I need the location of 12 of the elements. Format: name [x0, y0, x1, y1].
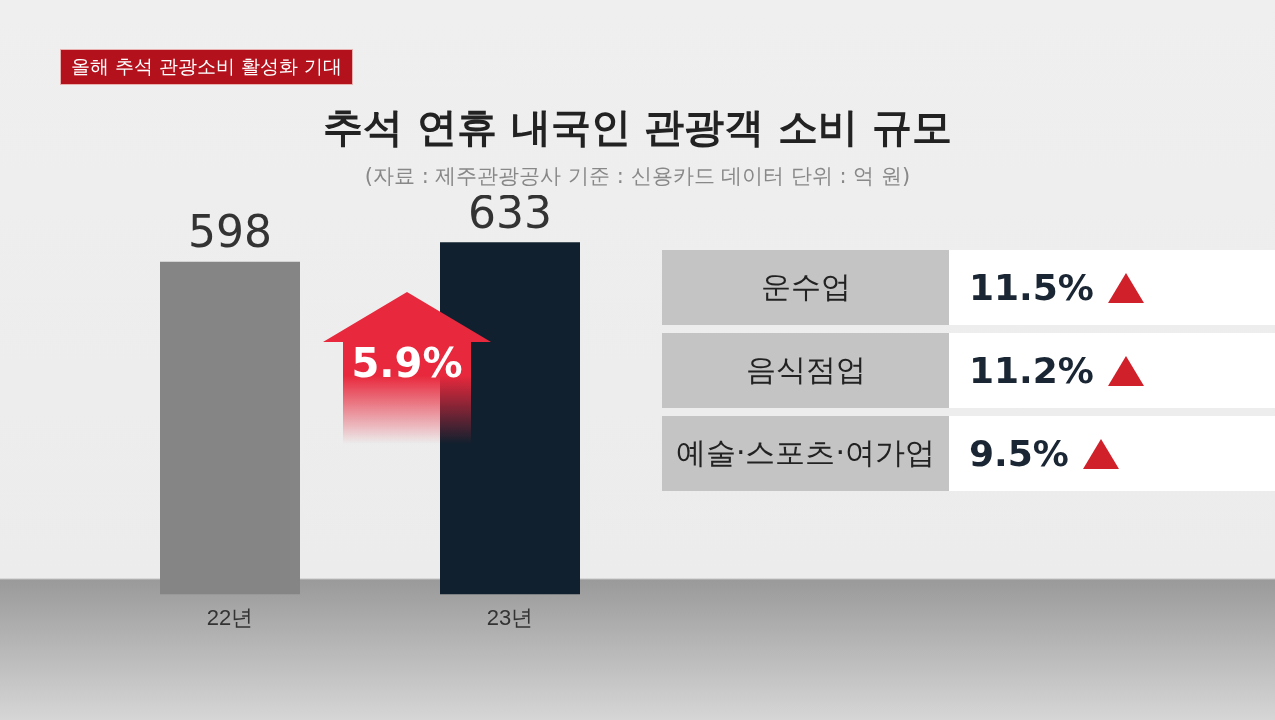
annotation: 5.9% [350, 340, 464, 386]
x-tick-label: 22년 [206, 604, 254, 630]
text: 11.2% [969, 350, 1094, 391]
category-label: 운수업 [662, 250, 949, 325]
data-label: 598 [188, 206, 272, 258]
text: 올해 추석 관광소비 활성화 기대 [60, 49, 354, 85]
x-tick-label: 23년 [486, 604, 534, 630]
text: 11.5% [969, 267, 1094, 308]
text: 9.5% [969, 433, 1069, 474]
category-label: 음식점업 [662, 333, 949, 408]
category-label: 예술·스포츠·여가업 [662, 416, 949, 491]
chart-title: 추석 연휴 내국인 관광객 소비 규모 [321, 103, 954, 152]
